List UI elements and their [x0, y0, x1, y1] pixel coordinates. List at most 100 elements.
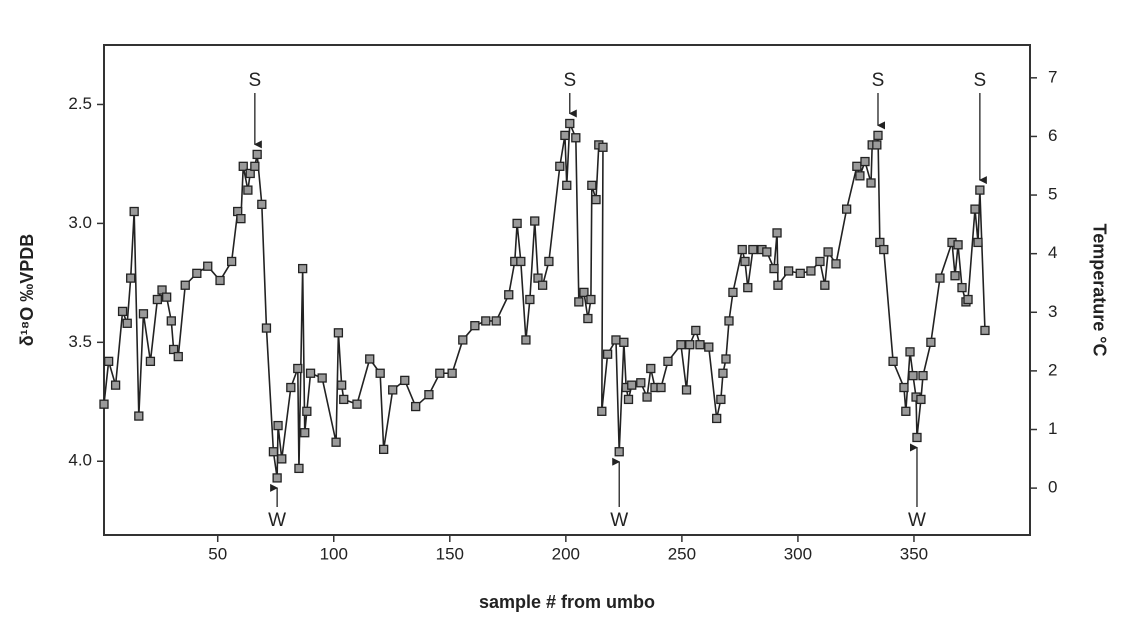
- data-marker: [162, 292, 172, 302]
- data-marker: [806, 266, 816, 276]
- data-marker: [562, 180, 572, 190]
- data-marker: [180, 280, 190, 290]
- data-marker: [953, 240, 963, 250]
- data-marker: [521, 335, 531, 345]
- data-marker: [724, 316, 734, 326]
- data-marker: [642, 392, 652, 402]
- data-marker: [597, 406, 607, 416]
- data-marker: [173, 351, 183, 362]
- data-marker: [117, 306, 128, 317]
- data-marker: [250, 161, 260, 171]
- data-marker: [695, 340, 705, 350]
- data-marker: [226, 256, 237, 267]
- data-marker: [980, 325, 990, 336]
- data-marker: [261, 323, 272, 333]
- data-marker: [676, 340, 686, 350]
- data-marker: [365, 354, 375, 364]
- data-marker: [611, 335, 621, 345]
- annotation: S: [249, 70, 262, 91]
- data-marker: [716, 394, 726, 405]
- data-marker: [555, 161, 565, 171]
- data-marker: [294, 463, 304, 474]
- data-marker: [537, 280, 548, 290]
- y2-tick-label: 6: [1048, 126, 1057, 145]
- data-marker: [973, 237, 983, 248]
- data-marker: [352, 399, 362, 409]
- x-tick-label: 50: [208, 544, 227, 563]
- x-tick-label: 300: [784, 544, 812, 563]
- y2-tick-label: 5: [1048, 185, 1057, 204]
- data-marker: [602, 349, 613, 359]
- data-marker: [302, 406, 312, 416]
- data-marker: [704, 342, 714, 352]
- data-marker: [272, 473, 282, 483]
- data-marker: [579, 287, 589, 298]
- data-line: [103, 123, 986, 479]
- data-marker: [238, 161, 248, 171]
- data-marker: [337, 380, 347, 390]
- data-marker: [331, 437, 341, 447]
- data-marker: [99, 399, 109, 409]
- data-marker: [203, 261, 213, 271]
- data-marker: [975, 185, 985, 195]
- annotation: S: [563, 70, 576, 91]
- data-marker: [623, 394, 634, 405]
- data-marker: [663, 356, 673, 367]
- data-marker: [103, 356, 114, 367]
- data-marker: [691, 325, 701, 336]
- data-marker: [916, 394, 926, 405]
- data-marker: [152, 294, 163, 305]
- annotation: W: [610, 510, 628, 531]
- annotation: S: [872, 70, 885, 91]
- data-marker: [574, 297, 584, 307]
- data-marker: [872, 140, 882, 150]
- data-marker: [273, 420, 283, 431]
- x-tick-label: 100: [320, 544, 348, 563]
- data-marker: [614, 447, 624, 457]
- data-marker: [215, 275, 225, 286]
- data-marker: [236, 213, 246, 224]
- data-marker: [918, 370, 928, 381]
- data-marker: [740, 256, 750, 267]
- x-tick-label: 250: [668, 544, 696, 563]
- data-marker: [375, 368, 385, 378]
- data-marker: [795, 268, 805, 278]
- data-marker: [243, 185, 253, 195]
- annotation: S: [974, 70, 987, 91]
- data-marker: [252, 149, 262, 160]
- data-marker: [831, 259, 841, 269]
- data-marker: [718, 368, 728, 378]
- data-marker: [866, 178, 876, 188]
- data-marker: [333, 328, 344, 338]
- data-marker: [400, 375, 410, 386]
- data-marker: [530, 216, 540, 226]
- data-marker: [748, 244, 758, 255]
- data-marker: [815, 256, 825, 267]
- data-marker: [525, 294, 535, 305]
- y2-tick-label: 4: [1048, 243, 1057, 262]
- data-marker: [762, 247, 772, 257]
- data-marker: [447, 368, 457, 378]
- data-marker: [852, 161, 862, 171]
- data-marker: [879, 244, 889, 255]
- data-marker: [926, 337, 936, 347]
- data-marker: [873, 130, 883, 141]
- data-marker: [685, 340, 695, 350]
- data-marker: [970, 204, 980, 214]
- data-marker: [138, 309, 149, 319]
- data-marker: [950, 271, 960, 281]
- data-marker: [293, 363, 303, 374]
- data-marker: [516, 256, 526, 267]
- data-marker: [901, 406, 911, 416]
- data-marker: [583, 313, 593, 324]
- data-marker: [277, 454, 287, 464]
- data-marker: [512, 218, 522, 229]
- data-marker: [636, 378, 646, 388]
- data-marker: [587, 180, 597, 190]
- data-marker: [491, 316, 501, 326]
- data-marker: [908, 370, 918, 381]
- data-marker: [957, 282, 967, 293]
- y-tick-label: 2.5: [68, 94, 92, 113]
- data-marker: [257, 199, 267, 210]
